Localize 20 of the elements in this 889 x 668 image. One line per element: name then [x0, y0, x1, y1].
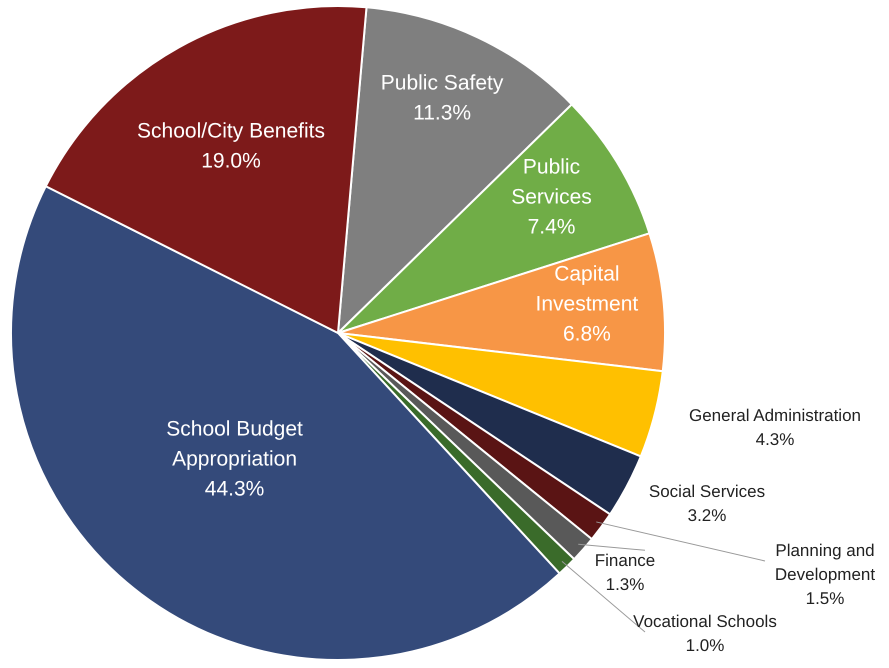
data-label: 6.8%	[562, 322, 611, 346]
slice-label: Vocational Schools	[633, 612, 777, 631]
data-label: 1.0%	[686, 636, 724, 655]
data-label: 4.3%	[756, 430, 794, 449]
data-label: 1.5%	[806, 589, 844, 608]
slice-label: General Administration	[689, 406, 861, 425]
data-label: 1.3%	[606, 575, 644, 594]
slice-label: Social Services	[648, 482, 766, 501]
slice-label: Public Services	[511, 155, 592, 208]
slice-label: Public Safety	[380, 71, 504, 94]
data-label: 44.3%	[204, 478, 264, 501]
data-label: 11.3%	[413, 101, 472, 124]
slice-label: Finance	[594, 551, 656, 570]
slice-label: School Budget Appropriation	[166, 418, 304, 471]
slice-label: Planning and Development	[774, 541, 876, 584]
data-label: 3.2%	[688, 506, 726, 525]
slice-label: Capital Investment	[536, 262, 638, 316]
slice-label: School/City Benefits	[137, 119, 325, 142]
data-label: 7.4%	[528, 215, 576, 238]
data-label: 19.0%	[201, 149, 261, 172]
